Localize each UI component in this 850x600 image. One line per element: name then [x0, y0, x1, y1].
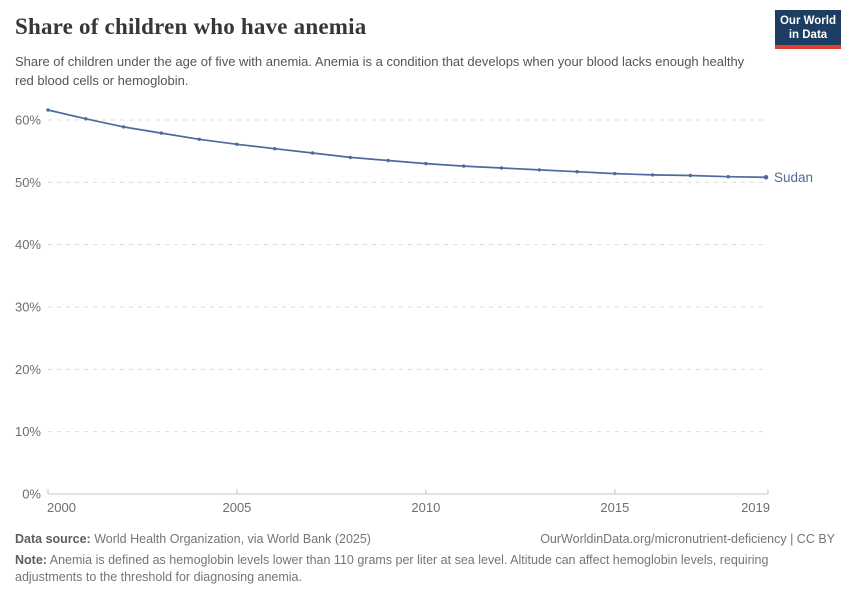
y-tick-label: 50% [15, 175, 41, 190]
data-source-text: World Health Organization, via World Ban… [90, 532, 371, 546]
series-label-sudan[interactable]: Sudan [774, 170, 813, 185]
x-tick-label: 2000 [47, 500, 76, 515]
owid-logo-line2: in Data [788, 29, 828, 41]
data-point[interactable] [726, 175, 730, 179]
data-point[interactable] [499, 166, 504, 170]
chart-note-label: Note: [15, 553, 47, 567]
y-tick-label: 20% [15, 362, 41, 377]
data-point[interactable] [613, 171, 617, 176]
data-source-label: Data source: [15, 532, 91, 546]
y-tick-label: 60% [15, 113, 41, 128]
data-point[interactable] [46, 108, 50, 112]
data-point[interactable] [197, 137, 201, 141]
data-point[interactable] [763, 175, 769, 180]
sudan-line[interactable] [47, 109, 767, 179]
owid-logo-line1: Our World [779, 15, 836, 27]
data-point[interactable] [386, 158, 390, 163]
data-point[interactable] [84, 117, 88, 121]
data-point[interactable] [273, 147, 277, 151]
data-point[interactable] [424, 161, 428, 166]
data-point[interactable] [688, 173, 693, 178]
y-tick-label: 10% [15, 424, 41, 439]
x-tick-label: 2005 [222, 500, 251, 515]
y-tick-label: 30% [15, 300, 41, 315]
data-point[interactable] [310, 151, 315, 155]
data-point[interactable] [159, 131, 164, 135]
chart-title: Share of children who have anemia [15, 14, 367, 39]
data-source: Data source: World Health Organization, … [15, 531, 371, 548]
chart-footer: Data source: World Health Organization, … [15, 531, 835, 586]
data-point[interactable] [575, 170, 579, 174]
data-point[interactable] [462, 164, 466, 168]
chart-note: Note: Anemia is defined as hemoglobin le… [15, 552, 835, 586]
data-point[interactable] [348, 155, 352, 160]
chart-note-text: Anemia is defined as hemoglobin levels l… [15, 553, 769, 584]
x-tick-label: 2010 [411, 500, 440, 515]
x-tick-label: 2015 [600, 500, 629, 515]
data-point[interactable] [537, 168, 541, 172]
line-chart[interactable]: 0% 10% 20% 30% 40% 50% 60% 2000 2005 2010 2015 2019… [0, 0, 850, 530]
x-tick-label: 2019 [741, 500, 770, 515]
owid-logo[interactable]: Our World in Data [775, 10, 841, 49]
chart-subtitle: Share of children under the age of five … [15, 54, 745, 88]
data-point[interactable] [121, 125, 126, 129]
data-point[interactable] [235, 142, 239, 146]
y-tick-label: 0% [22, 487, 41, 502]
license-link[interactable]: OurWorldinData.org/micronutrient-deficie… [540, 532, 835, 546]
data-point[interactable] [650, 173, 655, 177]
y-tick-label: 40% [15, 237, 41, 252]
